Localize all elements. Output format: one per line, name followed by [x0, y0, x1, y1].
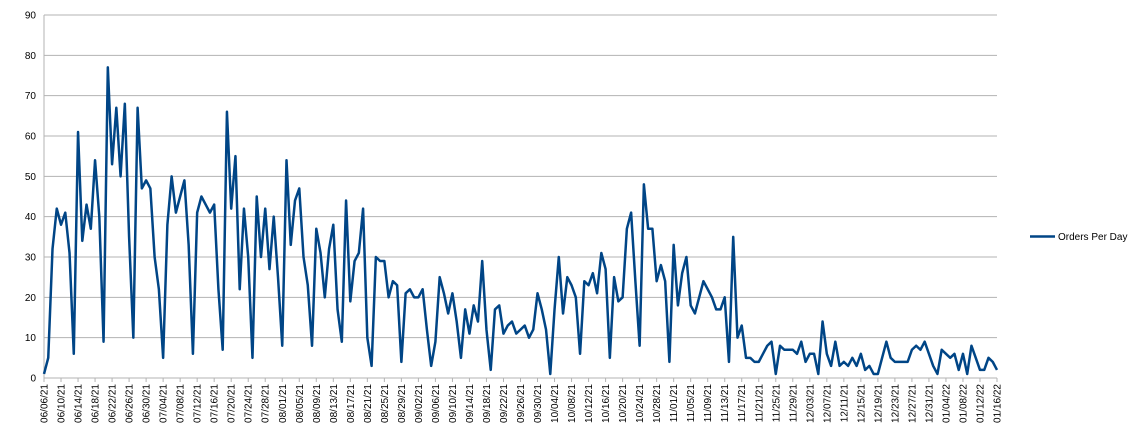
y-tick-label: 20 [25, 293, 37, 304]
x-tick-label: 09/14/21 [465, 384, 476, 423]
y-tick-label: 0 [30, 374, 36, 385]
x-tick-label: 11/01/21 [669, 384, 680, 423]
x-tick-label: 06/10/21 [57, 384, 68, 423]
x-tick-label: 07/12/21 [193, 384, 204, 423]
x-tick-label: 08/17/21 [346, 384, 357, 423]
y-tick-label: 50 [25, 172, 37, 183]
x-tick-label: 12/03/21 [805, 384, 816, 423]
x-tick-label: 09/18/21 [482, 384, 493, 423]
x-tick-label: 07/24/21 [244, 384, 255, 423]
x-tick-label: 07/08/21 [176, 384, 187, 423]
x-tick-label: 10/28/21 [652, 384, 663, 423]
x-tick-label: 01/16/22 [993, 384, 1004, 423]
x-tick-label: 12/27/21 [907, 384, 918, 423]
y-tick-label: 60 [25, 132, 37, 143]
x-tick-label: 06/26/21 [125, 384, 136, 423]
x-tick-label: 07/20/21 [227, 384, 238, 423]
x-tick-label: 07/28/21 [261, 384, 272, 423]
x-tick-label: 11/13/21 [720, 384, 731, 423]
x-tick-label: 09/10/21 [448, 384, 459, 423]
x-tick-label: 11/25/21 [771, 384, 782, 423]
x-tick-label: 11/05/21 [686, 384, 697, 423]
x-tick-label: 09/06/21 [431, 384, 442, 423]
x-tick-label: 10/24/21 [635, 384, 646, 423]
legend-label: Orders Per Day [1058, 232, 1127, 243]
x-tick-label: 08/01/21 [278, 384, 289, 423]
x-tick-label: 11/21/21 [754, 384, 765, 423]
x-tick-label: 12/19/21 [873, 384, 884, 423]
y-tick-label: 40 [25, 212, 37, 223]
x-tick-label: 08/21/21 [363, 384, 374, 423]
x-tick-label: 11/17/21 [737, 384, 748, 423]
x-tick-label: 12/31/21 [924, 384, 935, 423]
y-tick-label: 90 [25, 11, 37, 22]
x-tick-label: 08/05/21 [295, 384, 306, 423]
x-tick-label: 06/18/21 [91, 384, 102, 423]
x-tick-label: 10/16/21 [601, 384, 612, 423]
y-tick-label: 80 [25, 51, 37, 62]
x-tick-label: 12/23/21 [890, 384, 901, 423]
y-tick-label: 30 [25, 253, 37, 264]
x-tick-label: 09/02/21 [414, 384, 425, 423]
x-tick-label: 08/09/21 [312, 384, 323, 423]
x-tick-label: 06/22/21 [108, 384, 119, 423]
x-tick-label: 08/25/21 [380, 384, 391, 423]
x-tick-label: 07/04/21 [159, 384, 170, 423]
x-tick-label: 09/30/21 [533, 384, 544, 423]
x-tick-label: 08/29/21 [397, 384, 408, 423]
x-tick-label: 12/11/21 [839, 384, 850, 423]
x-tick-label: 01/08/22 [958, 384, 969, 423]
x-tick-label: 06/14/21 [74, 384, 85, 423]
x-tick-label: 11/29/21 [788, 384, 799, 423]
x-tick-label: 10/20/21 [618, 384, 629, 423]
data-line [42, 66, 999, 376]
x-tick-label: 08/13/21 [329, 384, 340, 423]
y-tick-label: 10 [25, 333, 37, 344]
x-tick-label: 09/26/21 [516, 384, 527, 423]
x-tick-label: 01/04/22 [941, 384, 952, 423]
x-tick-label: 01/12/22 [975, 384, 986, 423]
x-tick-label: 10/04/21 [550, 384, 561, 423]
x-tick-label: 10/12/21 [584, 384, 595, 423]
y-tick-label: 70 [25, 91, 37, 102]
x-tick-label: 11/09/21 [703, 384, 714, 423]
x-tick-label: 09/22/21 [499, 384, 510, 423]
x-tick-label: 10/08/21 [567, 384, 578, 423]
x-tick-label: 06/30/21 [142, 384, 153, 423]
x-tick-label: 07/16/21 [210, 384, 221, 423]
x-tick-label: 12/15/21 [856, 384, 867, 423]
x-tick-label: 06/06/21 [40, 384, 51, 423]
x-tick-label: 12/07/21 [822, 384, 833, 423]
